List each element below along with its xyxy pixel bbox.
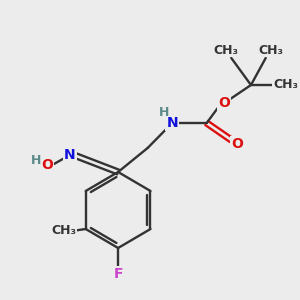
Text: H: H bbox=[159, 106, 170, 119]
Text: CH₃: CH₃ bbox=[273, 79, 298, 92]
Text: O: O bbox=[41, 158, 53, 172]
Text: O: O bbox=[218, 96, 230, 110]
Text: CH₃: CH₃ bbox=[52, 224, 76, 238]
Text: CH₃: CH₃ bbox=[214, 44, 239, 56]
Text: CH₃: CH₃ bbox=[258, 44, 283, 56]
Text: N: N bbox=[167, 116, 178, 130]
Text: F: F bbox=[113, 267, 123, 281]
Text: H: H bbox=[31, 154, 42, 167]
Text: O: O bbox=[231, 137, 243, 151]
Text: N: N bbox=[64, 148, 76, 162]
